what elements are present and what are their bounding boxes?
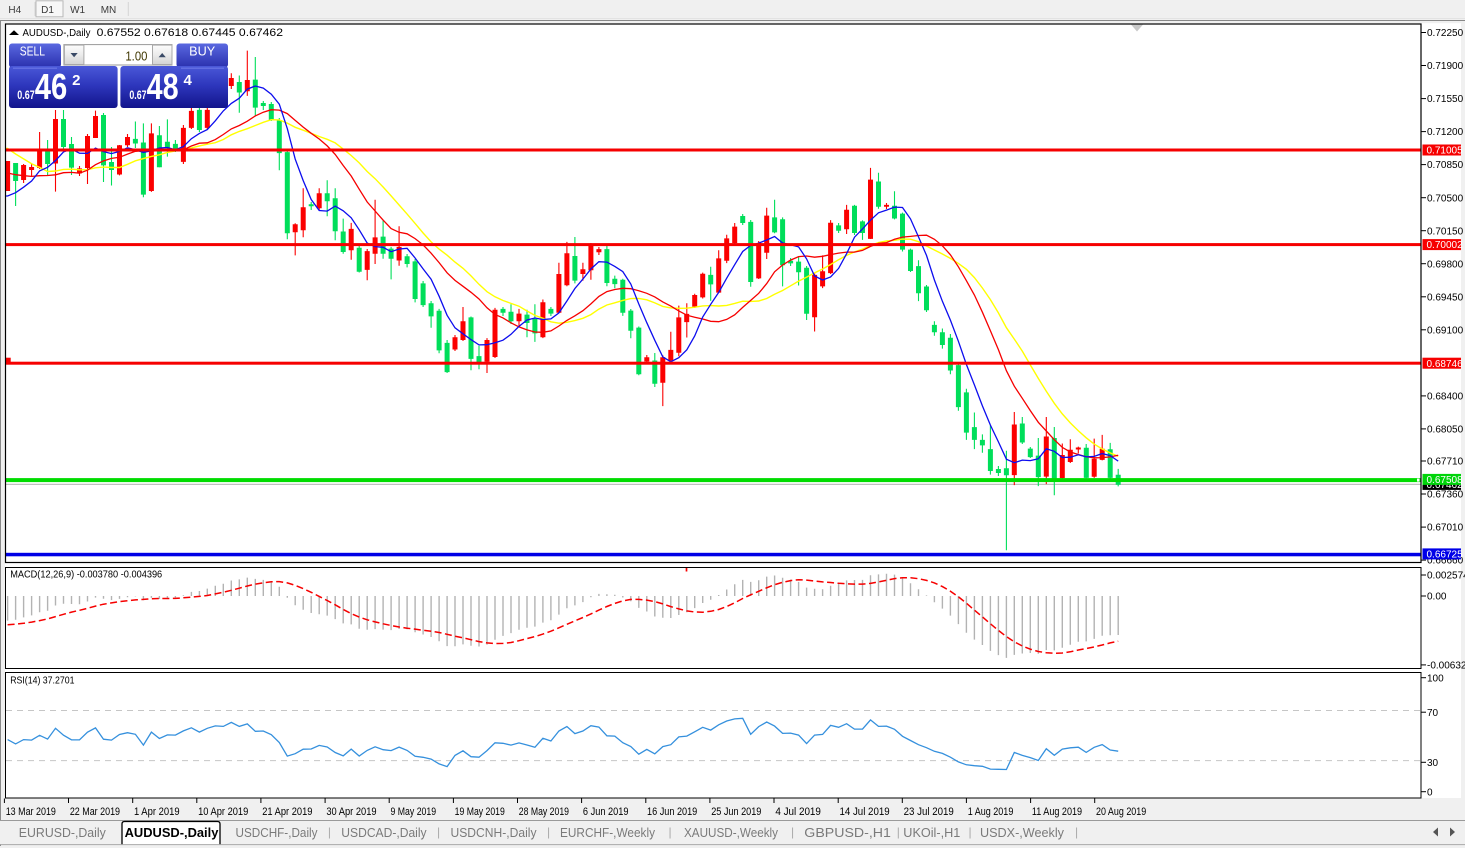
svg-text:MACD(12,26,9) -0.003780 -0.004: MACD(12,26,9) -0.003780 -0.004396	[10, 570, 162, 581]
svg-text:XAUUSD-,Weekly: XAUUSD-,Weekly	[684, 826, 779, 840]
svg-text:0.67: 0.67	[129, 88, 146, 102]
svg-text:|: |	[791, 825, 794, 839]
svg-text:USDX-,Weekly: USDX-,Weekly	[980, 826, 1065, 840]
svg-text:1 Apr 2019: 1 Apr 2019	[134, 806, 180, 818]
svg-text:SELL: SELL	[20, 45, 45, 59]
svg-text:0.67552 0.67618 0.67445 0.6746: 0.67552 0.67618 0.67445 0.67462	[97, 27, 283, 39]
svg-text:AUDUSD-,Daily: AUDUSD-,Daily	[23, 28, 91, 39]
svg-text:0.68746: 0.68746	[1427, 359, 1464, 370]
svg-text:4 Jul 2019: 4 Jul 2019	[775, 806, 821, 818]
svg-text:|: |	[897, 825, 900, 839]
svg-text:D1: D1	[41, 5, 54, 16]
svg-text:0.70500: 0.70500	[1427, 193, 1464, 204]
svg-text:0.69450: 0.69450	[1427, 292, 1464, 303]
svg-text:0.67360: 0.67360	[1427, 490, 1464, 501]
svg-text:0.68050: 0.68050	[1427, 425, 1464, 436]
svg-text:|: |	[437, 825, 440, 839]
svg-text:RSI(14) 37.2701: RSI(14) 37.2701	[10, 676, 75, 687]
svg-text:100: 100	[1427, 673, 1444, 684]
svg-text:BUY: BUY	[189, 45, 216, 59]
svg-text:23 Jul 2019: 23 Jul 2019	[904, 806, 954, 818]
svg-text:|: |	[968, 825, 971, 839]
svg-text:0.72250: 0.72250	[1427, 28, 1464, 39]
svg-text:0.69100: 0.69100	[1427, 325, 1464, 336]
svg-text:30: 30	[1427, 758, 1439, 769]
svg-text:|: |	[1075, 825, 1078, 839]
svg-text:25 Jun 2019: 25 Jun 2019	[711, 806, 761, 818]
svg-text:1.00: 1.00	[125, 50, 147, 64]
svg-text:6 Jun 2019: 6 Jun 2019	[583, 806, 629, 818]
svg-text:0.68400: 0.68400	[1427, 392, 1464, 403]
svg-text:0.71900: 0.71900	[1427, 61, 1464, 72]
svg-text:USDCNH-,Daily: USDCNH-,Daily	[451, 826, 538, 840]
svg-text:-0.006326: -0.006326	[1427, 661, 1465, 672]
svg-text:0.67010: 0.67010	[1427, 523, 1464, 534]
svg-text:11 Aug 2019: 11 Aug 2019	[1032, 806, 1082, 818]
svg-text:0.67: 0.67	[17, 88, 35, 102]
svg-text:0.70002: 0.70002	[1427, 240, 1464, 251]
svg-text:EURCHF-,Weekly: EURCHF-,Weekly	[560, 826, 656, 840]
svg-text:48: 48	[147, 66, 179, 107]
svg-text:0.67462: 0.67462	[1427, 480, 1464, 491]
svg-text:|: |	[328, 825, 331, 839]
svg-text:22 Mar 2019: 22 Mar 2019	[70, 806, 120, 818]
svg-text:0: 0	[1427, 787, 1433, 798]
svg-text:|: |	[547, 825, 550, 839]
svg-text:28 May 2019: 28 May 2019	[519, 806, 569, 818]
svg-text:0.67710: 0.67710	[1427, 457, 1464, 468]
svg-text:2: 2	[72, 72, 80, 89]
svg-text:20 Aug 2019: 20 Aug 2019	[1096, 806, 1146, 818]
svg-text:USDCAD-,Daily: USDCAD-,Daily	[341, 826, 427, 840]
svg-text:0.69800: 0.69800	[1427, 259, 1464, 270]
svg-text:4: 4	[184, 72, 193, 89]
svg-text:10 Apr 2019: 10 Apr 2019	[198, 806, 248, 818]
svg-text:13 Mar 2019: 13 Mar 2019	[6, 806, 56, 818]
svg-text:0.70850: 0.70850	[1427, 160, 1464, 171]
svg-text:0.002574: 0.002574	[1427, 571, 1465, 582]
svg-text:0.71550: 0.71550	[1427, 94, 1464, 105]
svg-text:14 Jul 2019: 14 Jul 2019	[839, 806, 889, 818]
svg-text:MN: MN	[101, 5, 117, 16]
svg-text:16 Jun 2019: 16 Jun 2019	[647, 806, 697, 818]
svg-text:0.71005: 0.71005	[1427, 146, 1464, 157]
svg-text:0.66660: 0.66660	[1427, 556, 1464, 567]
svg-text:GBPUSD-,H1: GBPUSD-,H1	[804, 826, 891, 840]
svg-text:0.00: 0.00	[1427, 592, 1447, 603]
svg-text:W1: W1	[70, 5, 85, 16]
svg-text:0.71200: 0.71200	[1427, 127, 1464, 138]
svg-text:19 May 2019: 19 May 2019	[455, 806, 505, 818]
svg-text:0.66725: 0.66725	[1427, 550, 1464, 561]
svg-text:21 Apr 2019: 21 Apr 2019	[262, 806, 312, 818]
svg-text:70: 70	[1427, 708, 1439, 719]
svg-text:EURUSD-,Daily: EURUSD-,Daily	[19, 826, 107, 840]
svg-text:UKOil-,H1: UKOil-,H1	[903, 826, 960, 840]
svg-text:9 May 2019: 9 May 2019	[391, 806, 437, 818]
svg-text:46: 46	[35, 66, 67, 107]
svg-text:0.67508: 0.67508	[1427, 475, 1464, 486]
svg-text:USDCHF-,Daily: USDCHF-,Daily	[236, 826, 319, 840]
svg-text:AUDUSD-,Daily: AUDUSD-,Daily	[125, 826, 219, 840]
svg-text:1 Aug 2019: 1 Aug 2019	[968, 806, 1014, 818]
svg-text:H4: H4	[8, 5, 21, 16]
svg-text:30 Apr 2019: 30 Apr 2019	[326, 806, 376, 818]
svg-text:|: |	[668, 825, 671, 839]
svg-text:0.70150: 0.70150	[1427, 226, 1464, 237]
